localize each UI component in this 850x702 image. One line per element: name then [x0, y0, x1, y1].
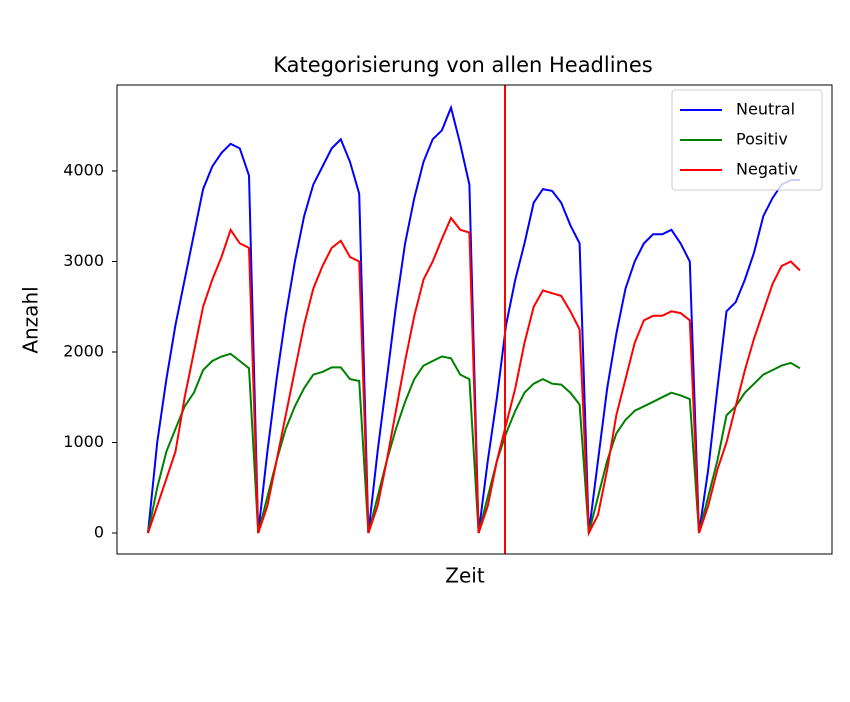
y-tick-label: 3000 — [63, 251, 104, 270]
legend-label: Positiv — [736, 130, 788, 149]
y-tick-label: 0 — [94, 523, 104, 542]
y-tick-label: 4000 — [63, 160, 104, 179]
plot-frame — [116, 84, 833, 555]
chart-title: Kategorisierung von allen Headlines — [273, 53, 652, 77]
plot-area: 0 1000 2000 3000 4000 — [63, 104, 801, 542]
y-tick-label: 1000 — [63, 432, 104, 451]
y-tick-label: 2000 — [63, 341, 104, 360]
legend-box — [671, 89, 823, 191]
x-axis-label: Zeit — [445, 564, 485, 588]
data-line — [147, 216, 801, 537]
legend-label: Neutral — [736, 100, 795, 119]
y-axis-label: Anzahl — [19, 286, 43, 353]
legend-label: Negativ — [736, 160, 798, 179]
legend: Neutral Positiv Negativ — [671, 89, 823, 191]
